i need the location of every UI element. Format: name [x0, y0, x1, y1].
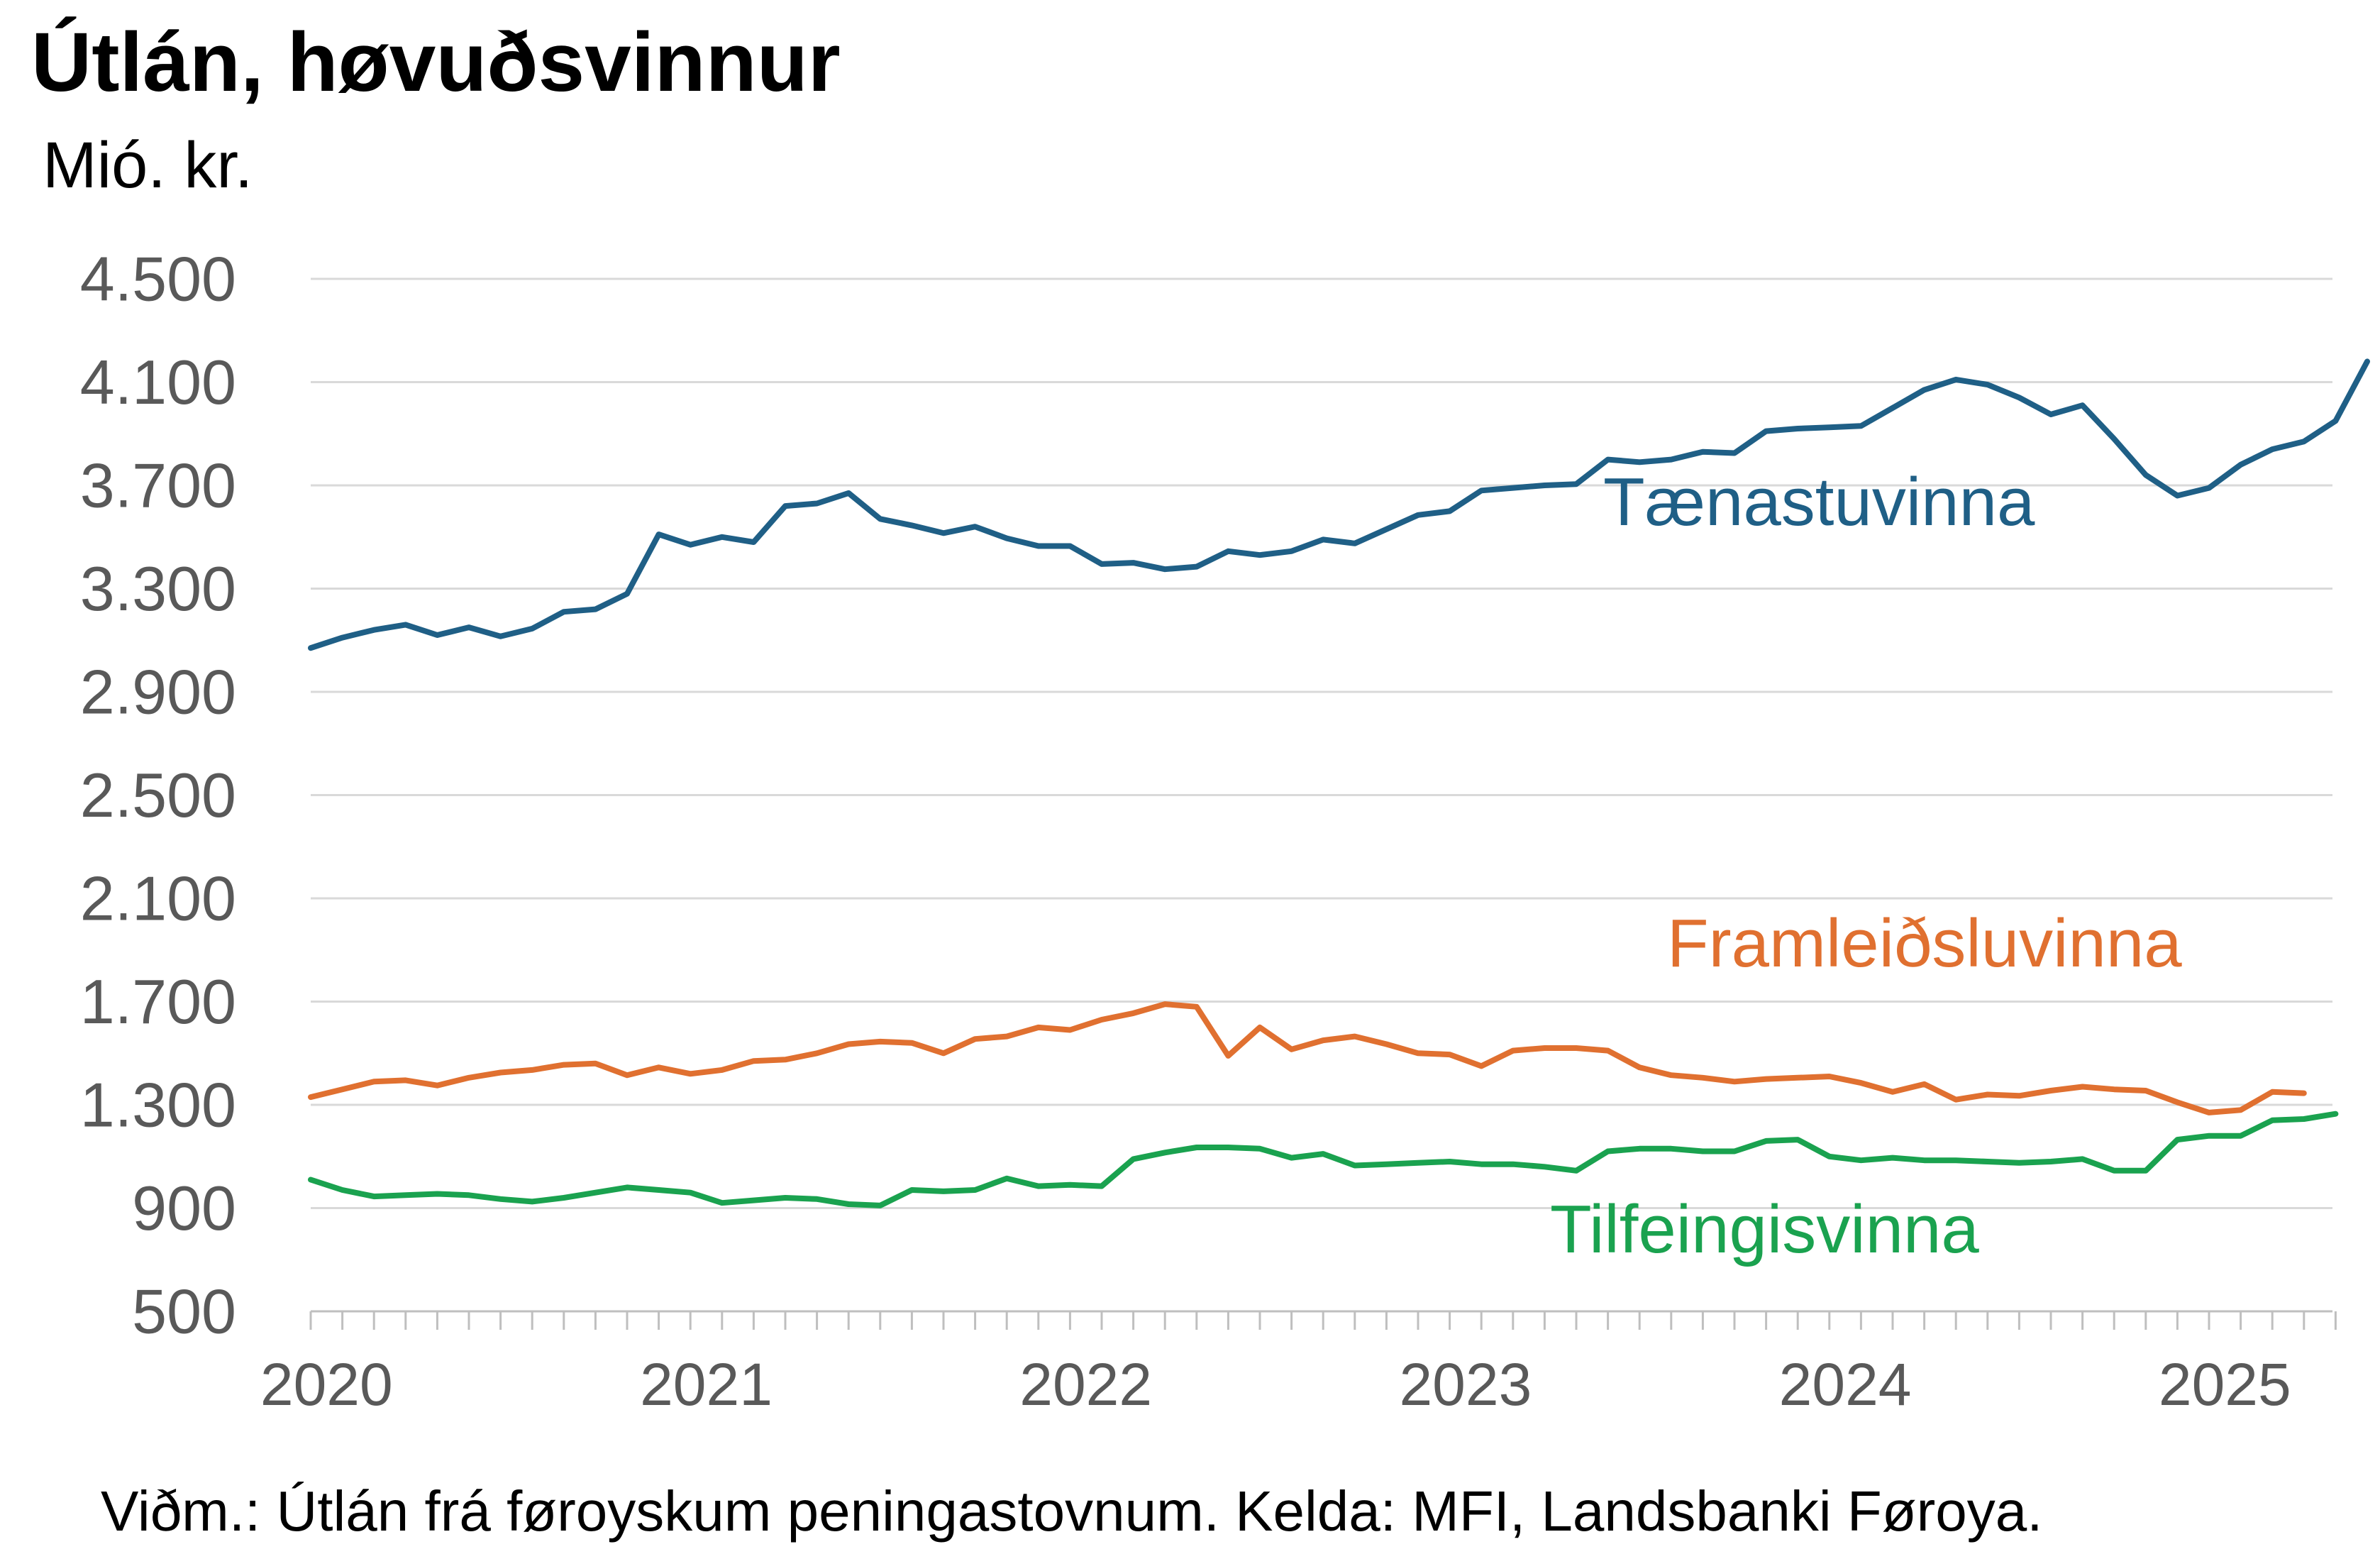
chart-title: Útlán, høvuðsvinnur: [31, 16, 841, 109]
series-lines: [308, 358, 2370, 1208]
y-tick-label: 3.300: [80, 553, 236, 624]
series-line-1: [308, 1001, 2307, 1115]
y-tick-label: 500: [132, 1277, 236, 1347]
y-tick-label: 1.700: [80, 966, 236, 1037]
series-labels: Tænastuvinna Framleiðsluvinna Tilfeingisvi…: [1550, 464, 2182, 1267]
y-axis-unit-label: Mió. kr.: [43, 129, 253, 202]
series-line-2: [308, 1111, 2339, 1208]
y-tick-label: 2.100: [80, 864, 236, 934]
series-label: Tænastuvinna: [1603, 464, 2035, 540]
y-tick-label: 2.500: [80, 760, 236, 830]
x-tick-label: 2022: [1019, 1351, 1152, 1418]
x-axis-tick-labels: 2020 2021 2022 2023 2024 2025: [260, 1351, 2291, 1418]
x-tick-label: 2021: [640, 1351, 773, 1418]
gridlines: [311, 277, 2332, 1209]
x-tick-label: 2025: [2159, 1351, 2291, 1418]
x-tick-label: 2024: [1779, 1351, 1912, 1418]
y-tick-label: 2.900: [80, 657, 236, 727]
series-label: Tilfeingisvinna: [1550, 1191, 1979, 1267]
x-tick-label: 2023: [1399, 1351, 1532, 1418]
y-tick-label: 4.100: [80, 347, 236, 417]
y-tick-label: 4.500: [80, 244, 236, 314]
x-tick-label: 2020: [260, 1351, 393, 1418]
y-tick-label: 1.300: [80, 1070, 236, 1140]
y-tick-label: 900: [132, 1173, 236, 1243]
source-note: Viðm.: Útlán frá føroyskum peningastovnu…: [101, 1479, 2043, 1543]
y-axis-tick-labels: 500 900 1.300 1.700 2.100 2.500 2.900 3.300 3.70…: [80, 244, 236, 1347]
x-axis: [309, 1310, 2337, 1330]
series-label: Framleiðsluvinna: [1667, 905, 2182, 981]
series-line-0: [308, 358, 2370, 651]
y-tick-label: 3.700: [80, 451, 236, 521]
